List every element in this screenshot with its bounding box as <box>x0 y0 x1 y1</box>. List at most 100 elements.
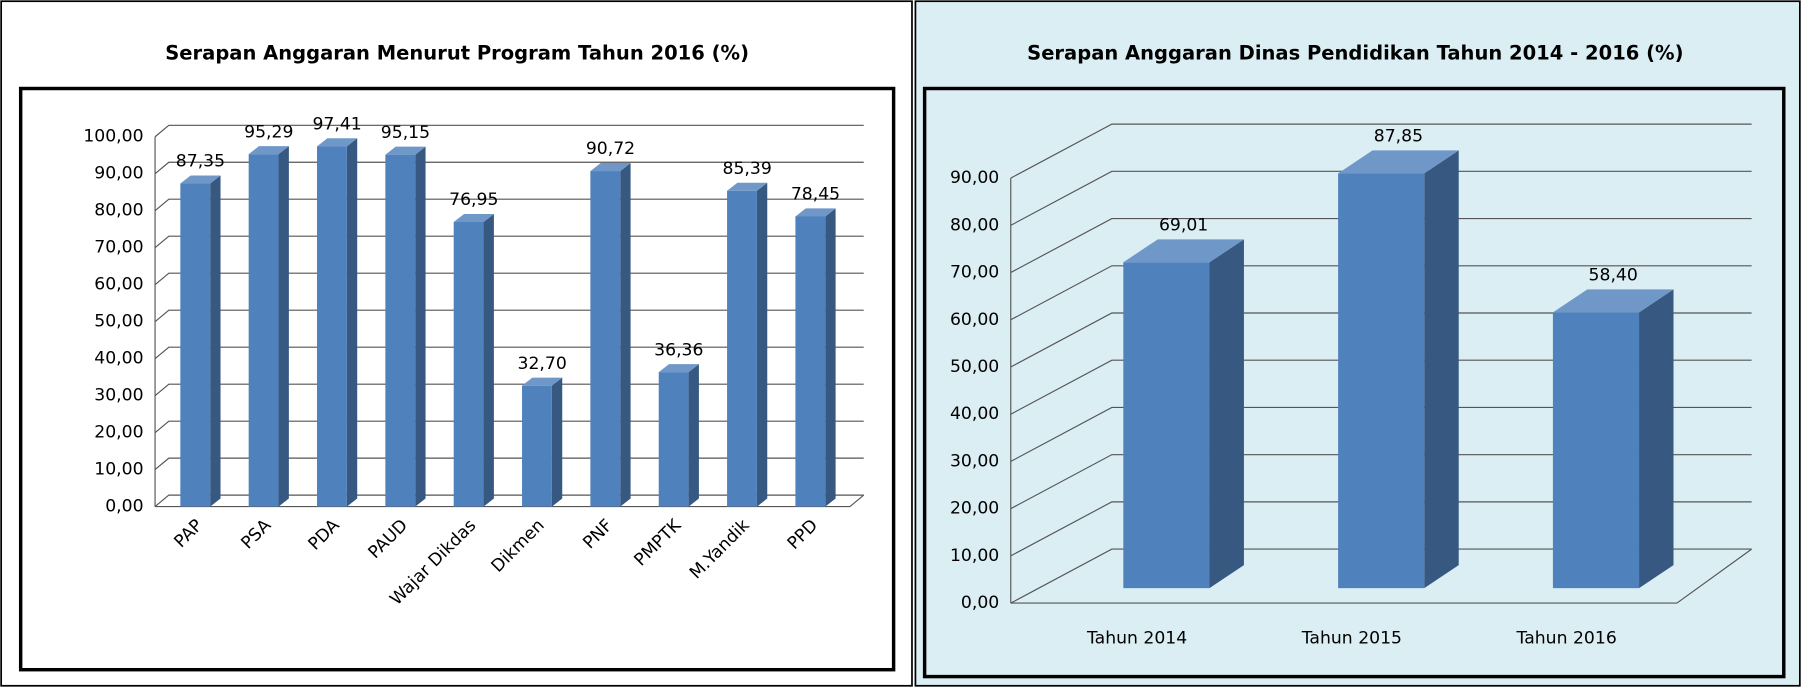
y-tick-label: 10,00 <box>950 546 999 566</box>
grid-line <box>1010 359 1752 415</box>
bar-side <box>1209 239 1244 589</box>
value-label: 87,35 <box>176 152 225 172</box>
bar-side <box>1424 150 1459 589</box>
value-label: 69,01 <box>1159 216 1208 236</box>
grid-line <box>1010 265 1752 321</box>
grid-line <box>154 272 864 286</box>
y-tick-label: 40,00 <box>94 349 143 369</box>
y-tick-label: 10,00 <box>94 460 143 480</box>
value-label: 85,39 <box>723 159 772 179</box>
y-tick-label: 20,00 <box>950 499 999 519</box>
bar <box>1123 262 1210 589</box>
bar-side <box>415 146 426 507</box>
bar-side <box>756 182 768 507</box>
x-tick-label: Tahun 2016 <box>1516 629 1617 649</box>
grid-line <box>154 383 864 397</box>
value-label: 58,40 <box>1589 266 1638 286</box>
bar-top <box>248 146 289 155</box>
bar-top <box>453 213 494 223</box>
y-tick-label: 100,00 <box>83 127 143 147</box>
value-label: 36,36 <box>654 340 703 360</box>
grid-line <box>154 457 864 471</box>
value-label: 95,29 <box>244 122 293 142</box>
value-label: 76,95 <box>449 190 498 210</box>
bar-side <box>551 377 563 507</box>
bar-top <box>1123 239 1244 263</box>
y-tick-label: 90,00 <box>94 164 143 184</box>
bar <box>1338 173 1425 589</box>
y-tick-label: 50,00 <box>94 312 143 332</box>
floor-edge <box>1010 548 1752 604</box>
grid-line <box>1010 312 1752 368</box>
grid-line <box>1010 217 1752 274</box>
bar <box>590 171 621 507</box>
grid-line <box>1010 123 1752 179</box>
bar-top <box>1338 150 1459 174</box>
y-tick-label: 60,00 <box>950 310 999 330</box>
y-tick-label: 0,00 <box>105 497 143 517</box>
y-tick-label: 60,00 <box>94 275 143 295</box>
grid-line <box>154 420 864 434</box>
grid-line <box>1010 548 1752 604</box>
bar <box>248 154 279 507</box>
grid-line <box>154 124 864 138</box>
y-tick-label: 90,00 <box>950 168 999 188</box>
bar <box>453 222 484 507</box>
bar <box>522 385 552 507</box>
bar-top <box>180 175 221 184</box>
y-tick-label: 80,00 <box>94 201 143 221</box>
value-label: 90,72 <box>586 139 635 159</box>
y-tick-label: 40,00 <box>950 404 999 424</box>
bar-side <box>346 138 358 507</box>
value-label: 32,70 <box>517 354 566 374</box>
bar-side <box>1639 289 1674 589</box>
bar-top <box>658 364 699 373</box>
bar-side <box>620 163 631 507</box>
bar-top <box>795 208 836 217</box>
bar-side <box>210 175 221 507</box>
y-tick-label: 30,00 <box>950 451 999 471</box>
bar-top <box>590 163 631 172</box>
y-tick-label: 50,00 <box>950 357 999 377</box>
value-label: 78,45 <box>791 185 840 205</box>
y-tick-label: 20,00 <box>94 423 143 443</box>
y-tick-label: 30,00 <box>94 386 143 406</box>
grid-line <box>154 346 864 360</box>
y-tick-label: 80,00 <box>950 215 999 235</box>
grid-line <box>154 309 864 323</box>
x-tick-label: Tahun 2014 <box>1086 629 1187 649</box>
value-label: 95,15 <box>381 123 430 143</box>
bar-side <box>688 364 699 507</box>
value-label: 97,41 <box>312 115 361 135</box>
bar-top <box>727 182 768 191</box>
grid-line <box>1010 501 1752 557</box>
bar <box>385 154 416 507</box>
bar-side <box>825 208 836 507</box>
grid-line <box>1010 170 1752 226</box>
x-tick-label: Tahun 2015 <box>1301 629 1402 649</box>
bar <box>727 190 757 507</box>
chart-title: Serapan Anggaran Menurut Program Tahun 2… <box>165 42 749 65</box>
y-tick-label: 0,00 <box>961 593 999 613</box>
bar-top <box>1552 289 1674 313</box>
bar <box>180 183 211 507</box>
bar <box>1552 312 1640 589</box>
grid-line <box>154 235 864 249</box>
grid-line <box>1010 454 1752 510</box>
bar-top <box>522 377 563 386</box>
y-tick-label: 70,00 <box>950 263 999 283</box>
bar <box>795 216 826 507</box>
grid-line <box>1010 406 1752 462</box>
bar-top <box>385 146 426 155</box>
bar <box>317 146 347 507</box>
grid-line <box>154 494 864 508</box>
bar-side <box>278 146 289 507</box>
grid-line <box>154 161 864 175</box>
value-label: 87,85 <box>1374 127 1423 147</box>
bar <box>658 372 689 507</box>
y-tick-label: 70,00 <box>94 238 143 258</box>
bar-top <box>317 138 358 147</box>
grid-line <box>154 198 864 212</box>
chart-title: Serapan Anggaran Dinas Pendidikan Tahun … <box>1027 42 1683 65</box>
